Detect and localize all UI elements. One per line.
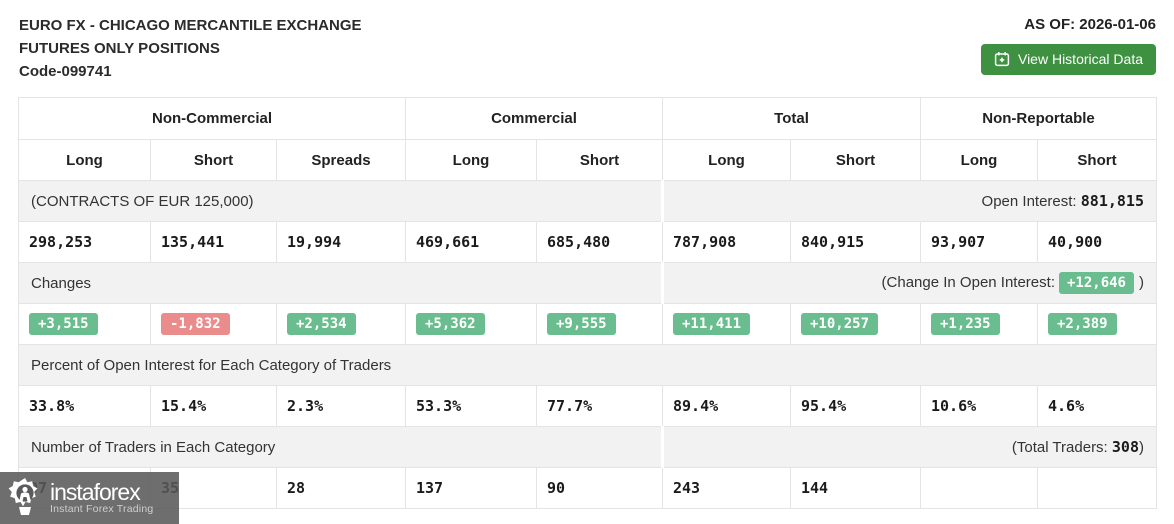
change-badge: +2,389 <box>1048 313 1117 335</box>
open-interest-label: Open Interest: <box>981 193 1081 210</box>
percent-cell: 77.7% <box>536 385 663 427</box>
change-oi-prefix: (Change In Open Interest: <box>881 274 1055 291</box>
col-header: Long <box>18 139 151 181</box>
percent-cell: 89.4% <box>662 385 791 427</box>
percent-cell: 4.6% <box>1037 385 1157 427</box>
percent-cell: 33.8% <box>18 385 151 427</box>
view-historical-data-button[interactable]: View Historical Data <box>980 44 1156 75</box>
percent-cell: 10.6% <box>920 385 1038 427</box>
change-badge: +3,515 <box>29 313 98 335</box>
changes-row: +3,515 -1,832 +2,534 +5,362 +9,555 +11,4… <box>18 303 1157 345</box>
change-badge: +5,362 <box>416 313 485 335</box>
change-badge: +11,411 <box>673 313 751 335</box>
report-subtitle: FUTURES ONLY POSITIONS <box>19 40 220 57</box>
change-badge: +2,534 <box>287 313 356 335</box>
col-header: Short <box>150 139 277 181</box>
col-header: Spreads <box>276 139 406 181</box>
change-oi-suffix: ) <box>1139 274 1144 291</box>
position-cell: 19,994 <box>276 221 406 263</box>
traders-cell: 137 <box>405 467 537 509</box>
traders-cell <box>1037 467 1157 509</box>
total-traders-prefix: (Total Traders: <box>1011 439 1112 456</box>
percent-cell: 95.4% <box>790 385 921 427</box>
col-header: Short <box>790 139 921 181</box>
positions-row: 298,253 135,441 19,994 469,661 685,480 7… <box>18 221 1157 263</box>
header-right: AS OF: 2026-01-06 View Historical Data <box>980 14 1156 75</box>
traders-band-row: Number of Traders in Each Category (Tota… <box>18 426 1157 468</box>
report-code: Code-099741 <box>19 63 112 80</box>
percent-row: 33.8% 15.4% 2.3% 53.3% 77.7% 89.4% 95.4%… <box>18 385 1157 427</box>
percent-cell: 53.3% <box>405 385 537 427</box>
as-of-date: AS OF: 2026-01-06 <box>1024 16 1156 33</box>
page-header: EURO FX - CHICAGO MERCANTILE EXCHANGE FU… <box>0 0 1174 97</box>
position-cell: 93,907 <box>920 221 1038 263</box>
change-badge: -1,832 <box>161 313 230 335</box>
total-traders-value: 308 <box>1111 438 1139 456</box>
position-cell: 787,908 <box>662 221 791 263</box>
position-cell: 840,915 <box>790 221 921 263</box>
contracts-band-row: (CONTRACTS OF EUR 125,000) Open Interest… <box>18 180 1157 222</box>
total-traders-cell: (Total Traders: 308) <box>661 426 1157 468</box>
total-traders-suffix: ) <box>1139 439 1144 456</box>
group-total: Total <box>662 97 921 140</box>
gear-bull-icon <box>5 474 45 523</box>
instaforex-watermark: instaforex Instant Forex Trading <box>0 472 179 524</box>
view-historical-data-label: View Historical Data <box>1017 51 1143 67</box>
changes-label: Changes <box>18 262 663 304</box>
contracts-label: (CONTRACTS OF EUR 125,000) <box>18 180 663 222</box>
col-header: Long <box>405 139 537 181</box>
col-header: Short <box>536 139 663 181</box>
change-oi-badge: +12,646 <box>1058 272 1134 294</box>
changes-band-row: Changes (Change In Open Interest: +12,646… <box>18 262 1157 304</box>
position-cell: 298,253 <box>18 221 151 263</box>
group-commercial: Commercial <box>405 97 663 140</box>
percent-band-row: Percent of Open Interest for Each Catego… <box>18 344 1157 386</box>
calendar-plus-icon <box>994 51 1010 67</box>
position-cell: 469,661 <box>405 221 537 263</box>
percent-label: Percent of Open Interest for Each Catego… <box>18 344 1157 386</box>
traders-cell: 28 <box>276 467 406 509</box>
col-header: Short <box>1037 139 1157 181</box>
traders-cell: 144 <box>790 467 921 509</box>
report-title: EURO FX - CHICAGO MERCANTILE EXCHANGE <box>19 17 362 34</box>
position-cell: 685,480 <box>536 221 663 263</box>
traders-label: Number of Traders in Each Category <box>18 426 663 468</box>
traders-cell: 90 <box>536 467 663 509</box>
traders-row: 97 35 28 137 90 243 144 <box>18 467 1157 509</box>
group-header-row: Non-Commercial Commercial Total Non-Repo… <box>18 97 1157 140</box>
col-header: Long <box>920 139 1038 181</box>
position-cell: 40,900 <box>1037 221 1157 263</box>
change-badge: +1,235 <box>931 313 1000 335</box>
change-badge: +9,555 <box>547 313 616 335</box>
watermark-brand: instaforex <box>50 479 141 505</box>
group-non-reportable: Non-Reportable <box>920 97 1157 140</box>
col-header: Long <box>662 139 791 181</box>
watermark-text: instaforex Instant Forex Trading <box>50 479 154 516</box>
open-interest-value: 881,815 <box>1080 192 1144 210</box>
position-cell: 135,441 <box>150 221 277 263</box>
change-open-interest-cell: (Change In Open Interest: +12,646) <box>661 262 1157 304</box>
cot-table: Non-Commercial Commercial Total Non-Repo… <box>18 97 1157 509</box>
group-non-commercial: Non-Commercial <box>18 97 406 140</box>
traders-cell <box>920 467 1038 509</box>
watermark-tagline: Instant Forex Trading <box>50 503 154 515</box>
report-titles: EURO FX - CHICAGO MERCANTILE EXCHANGE FU… <box>19 14 362 83</box>
percent-cell: 15.4% <box>150 385 277 427</box>
traders-cell: 243 <box>662 467 791 509</box>
change-badge: +10,257 <box>801 313 879 335</box>
open-interest-cell: Open Interest: 881,815 <box>661 180 1157 222</box>
percent-cell: 2.3% <box>276 385 406 427</box>
column-header-row: Long Short Spreads Long Short Long Short… <box>18 139 1157 181</box>
